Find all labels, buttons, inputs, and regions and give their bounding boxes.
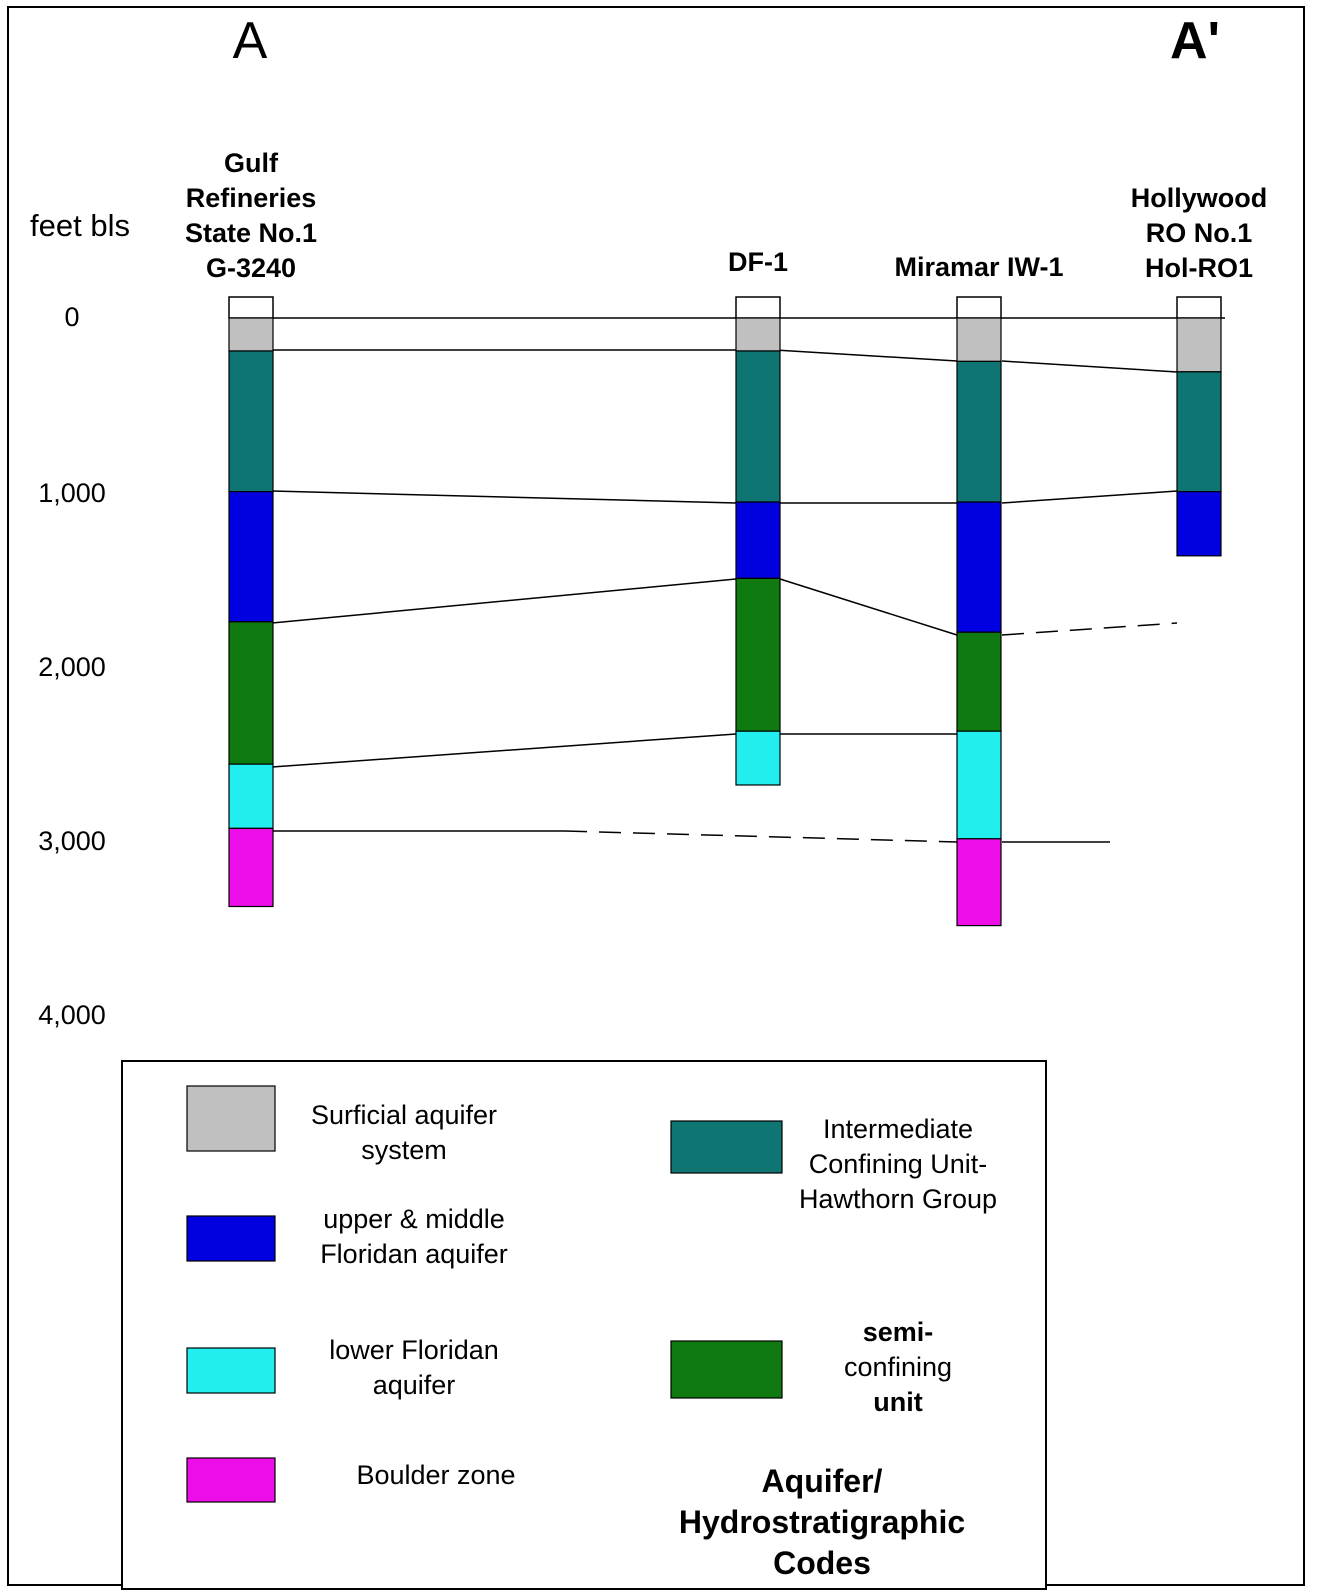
layer-intermediate [735, 350, 781, 503]
well-column [735, 296, 781, 786]
legend-swatch [186, 1347, 276, 1394]
legend-title-line: Codes [773, 1545, 871, 1581]
layer-semi-confining [735, 577, 781, 732]
legend-label-line: Boulder zone [356, 1460, 515, 1490]
section-start-label: A [233, 12, 268, 70]
depth-tick-label: 2,000 [38, 652, 106, 682]
well-name-line: Refineries [186, 183, 317, 213]
correlation-lines [271, 317, 1225, 843]
legend-item-surficial: Surficial aquifer system [186, 1085, 497, 1165]
legend-label-line: Intermediate [823, 1114, 973, 1144]
layer-surficial [1176, 317, 1222, 373]
layer-upper-middle-floridan [956, 501, 1002, 633]
upper-floridan-base-line [271, 578, 737, 624]
layer-intermediate [228, 350, 274, 493]
layer-semi-confining [956, 631, 1002, 732]
depth-tick-label: 1,000 [38, 478, 106, 508]
depth-tick-label: 0 [64, 302, 79, 332]
well-name-line: Hollywood [1131, 183, 1268, 213]
layer-surficial [956, 317, 1002, 363]
well-name-line: G-3240 [206, 253, 296, 283]
layer-upper-middle-floridan [228, 491, 274, 623]
legend-label-line: upper & middle [323, 1204, 505, 1234]
layer-semi-confining [228, 621, 274, 765]
well-name-line: Miramar IW-1 [894, 252, 1063, 282]
well-names: Gulf Refineries State No.1 G-3240 DF-1 Mirama… [185, 148, 1267, 283]
layer-lower-floridan [956, 730, 1002, 840]
wellhead-box [1176, 296, 1222, 319]
layer-lower-floridan [735, 730, 781, 786]
boulder-top-line-inferred [564, 830, 958, 843]
surficial-base-line [774, 349, 958, 362]
upper-floridan-base-line-inferred [1001, 622, 1178, 636]
well-name-line: Gulf [224, 148, 279, 178]
legend-label-line: semi- [863, 1317, 934, 1347]
legend-title-line: Hydrostratigraphic [679, 1504, 965, 1540]
wellhead-box [228, 296, 274, 319]
well-name-line: Hol-RO1 [1145, 253, 1253, 283]
legend-swatch [186, 1085, 276, 1152]
depth-axis-unit-label: feet bls [30, 208, 130, 243]
well-column [956, 296, 1002, 927]
legend-label-line: aquifer [373, 1370, 456, 1400]
confining-base-line [1001, 490, 1178, 504]
well-name-line: RO No.1 [1146, 218, 1253, 248]
legend-item-upper-middle-floridan: upper & middle Floridan aquifer [186, 1204, 508, 1269]
well-columns [228, 296, 1222, 927]
well-name-line: State No.1 [185, 218, 317, 248]
layer-boulder [228, 827, 274, 908]
legend-label-line: lower Floridan [329, 1335, 499, 1365]
layer-intermediate [956, 360, 1002, 503]
legend-label-line: unit [873, 1387, 922, 1417]
legend: Surficial aquifer system upper & middle Flo… [186, 1085, 997, 1503]
legend-box [121, 1060, 1047, 1590]
legend-label-line: Hawthorn Group [799, 1184, 997, 1214]
legend-label-line: Floridan aquifer [320, 1239, 508, 1269]
layer-boulder [956, 838, 1002, 927]
legend-item-boulder: Boulder zone [186, 1457, 516, 1503]
confining-base-line [271, 490, 737, 504]
well-column [228, 296, 274, 908]
depth-tick-label: 4,000 [38, 1000, 106, 1030]
legend-item-lower-floridan: lower Floridan aquifer [186, 1335, 499, 1400]
legend-item-intermediate: Intermediate Confining Unit- Hawthorn Grou… [670, 1114, 997, 1214]
layer-upper-middle-floridan [735, 501, 781, 579]
legend-title: Aquifer/Hydrostratigraphic Codes [679, 1463, 965, 1581]
surficial-base-line [1001, 360, 1178, 373]
legend-label-line: Surficial aquifer [311, 1100, 497, 1130]
legend-label-line: system [361, 1135, 447, 1165]
legend-title-line: Aquifer/ [762, 1463, 883, 1499]
upper-floridan-base-line [779, 578, 958, 636]
legend-swatch [670, 1120, 783, 1174]
depth-axis: 0 1,000 2,000 3,000 4,000 [38, 302, 106, 1030]
section-end-label: A' [1170, 12, 1220, 70]
legend-swatch [670, 1340, 783, 1399]
layer-intermediate [1176, 371, 1222, 493]
layer-surficial [735, 317, 781, 352]
well-column [1176, 296, 1222, 557]
wellhead-box [735, 296, 781, 319]
layer-upper-middle-floridan [1176, 491, 1222, 557]
wellhead-box [956, 296, 1002, 319]
well-name-line: DF-1 [728, 247, 788, 277]
layer-lower-floridan [228, 763, 274, 829]
legend-label-line: confining [844, 1352, 952, 1382]
legend-swatch [186, 1457, 276, 1503]
depth-tick-label: 3,000 [38, 826, 106, 856]
semi-confining-base-line [271, 733, 737, 768]
legend-item-semi-confining: semi-confining unit [670, 1317, 952, 1417]
layer-surficial [228, 317, 274, 352]
legend-label-line: Confining Unit- [809, 1149, 988, 1179]
legend-swatch [186, 1215, 276, 1262]
